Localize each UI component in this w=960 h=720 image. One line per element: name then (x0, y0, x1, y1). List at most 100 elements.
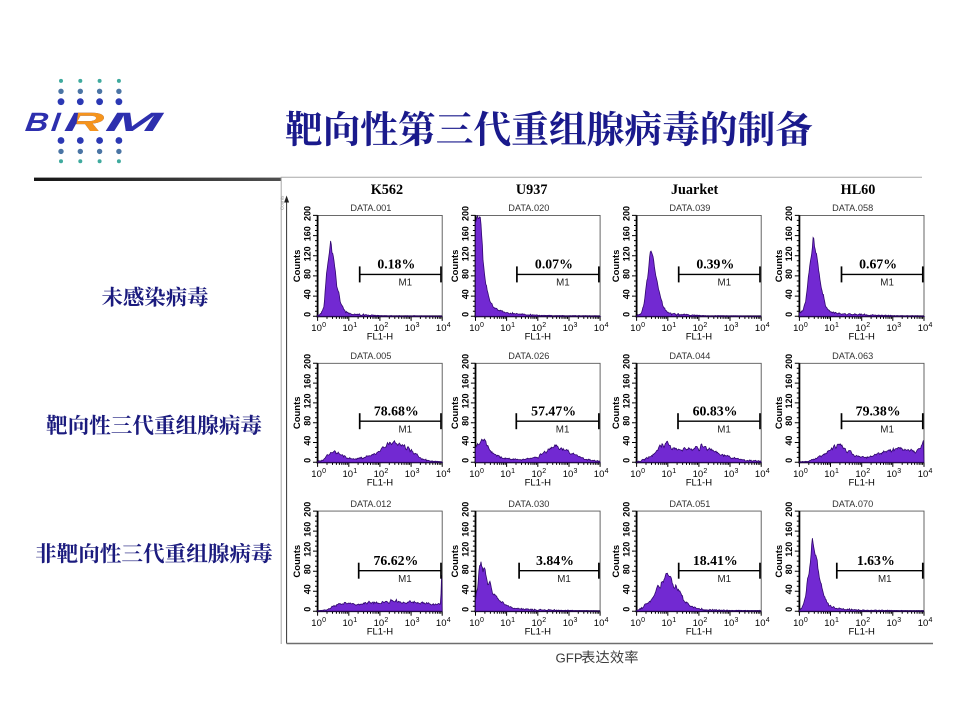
svg-text:2: 2 (542, 468, 546, 475)
svg-text:200: 200 (784, 354, 794, 369)
svg-text:80: 80 (302, 416, 312, 426)
svg-text:200: 200 (621, 206, 631, 221)
svg-text:10: 10 (693, 618, 704, 629)
svg-text:120: 120 (302, 246, 312, 261)
svg-text:10: 10 (311, 323, 322, 334)
svg-text:Counts: Counts (280, 195, 285, 210)
svg-text:0: 0 (302, 458, 312, 463)
svg-text:Counts: Counts (292, 396, 303, 429)
svg-text:10: 10 (662, 618, 673, 629)
svg-text:0: 0 (621, 458, 631, 463)
svg-text:57.47%: 57.47% (531, 403, 576, 418)
svg-text:18.41%: 18.41% (693, 553, 738, 568)
svg-text:60.83%: 60.83% (693, 403, 738, 418)
svg-text:0: 0 (460, 458, 470, 463)
svg-text:0.18%: 0.18% (377, 257, 415, 272)
svg-text:FL1-H: FL1-H (848, 332, 875, 343)
svg-text:10: 10 (311, 469, 322, 480)
svg-text:M1: M1 (717, 278, 731, 289)
svg-text:0: 0 (784, 312, 794, 317)
svg-text:M1: M1 (556, 278, 570, 289)
svg-text:FL1-H: FL1-H (525, 478, 552, 489)
svg-text:4: 4 (766, 617, 770, 624)
svg-text:3.84%: 3.84% (536, 553, 574, 568)
svg-text:4: 4 (766, 468, 770, 475)
svg-text:4: 4 (447, 617, 451, 624)
svg-text:3: 3 (735, 617, 739, 624)
svg-text:80: 80 (460, 416, 470, 426)
svg-text:0: 0 (480, 322, 484, 329)
svg-text:0: 0 (480, 617, 484, 624)
svg-text:80: 80 (302, 269, 312, 279)
svg-text:40: 40 (621, 584, 631, 594)
svg-text:160: 160 (302, 374, 312, 389)
svg-text:0: 0 (322, 617, 326, 624)
svg-text:0: 0 (460, 312, 470, 317)
svg-text:DATA.070: DATA.070 (832, 499, 873, 509)
svg-text:40: 40 (302, 289, 312, 299)
svg-text:2: 2 (384, 617, 388, 624)
svg-text:80: 80 (621, 416, 631, 426)
svg-text:160: 160 (460, 226, 470, 241)
svg-text:10: 10 (630, 469, 641, 480)
svg-text:10: 10 (755, 469, 766, 480)
svg-text:10: 10 (662, 469, 673, 480)
svg-text:120: 120 (784, 542, 794, 557)
svg-text:1: 1 (511, 617, 515, 624)
svg-text:0: 0 (302, 607, 312, 612)
svg-text:DATA.039: DATA.039 (669, 203, 710, 213)
svg-text:DATA.001: DATA.001 (350, 203, 391, 213)
svg-text:3: 3 (416, 468, 420, 475)
svg-text:10: 10 (855, 323, 866, 334)
svg-text:80: 80 (784, 564, 794, 574)
svg-text:10: 10 (824, 618, 835, 629)
svg-text:DATA.020: DATA.020 (508, 203, 549, 213)
svg-text:78.68%: 78.68% (374, 403, 419, 418)
svg-text:10: 10 (405, 618, 416, 629)
svg-text:200: 200 (621, 502, 631, 517)
svg-text:80: 80 (460, 269, 470, 279)
svg-text:79.38%: 79.38% (856, 403, 901, 418)
svg-text:2: 2 (866, 468, 870, 475)
svg-text:200: 200 (302, 354, 312, 369)
svg-text:10: 10 (374, 323, 385, 334)
svg-text:10: 10 (918, 618, 929, 629)
svg-text:120: 120 (460, 393, 470, 408)
svg-text:10: 10 (374, 618, 385, 629)
svg-text:10: 10 (824, 323, 835, 334)
svg-text:0: 0 (621, 607, 631, 612)
svg-text:M1: M1 (398, 425, 412, 436)
svg-text:80: 80 (621, 564, 631, 574)
svg-text:120: 120 (302, 542, 312, 557)
svg-text:M1: M1 (880, 425, 894, 436)
svg-text:4: 4 (605, 468, 609, 475)
svg-text:40: 40 (784, 584, 794, 594)
svg-text:10: 10 (469, 323, 480, 334)
svg-text:10: 10 (793, 323, 804, 334)
svg-text:2: 2 (384, 322, 388, 329)
svg-text:4: 4 (447, 322, 451, 329)
svg-text:2: 2 (703, 468, 707, 475)
svg-text:2: 2 (542, 322, 546, 329)
svg-text:2: 2 (542, 617, 546, 624)
svg-text:M1: M1 (717, 574, 731, 585)
svg-text:10: 10 (918, 323, 929, 334)
svg-text:1: 1 (672, 617, 676, 624)
svg-text:10: 10 (693, 469, 704, 480)
svg-text:10: 10 (500, 618, 511, 629)
svg-text:Counts: Counts (450, 250, 461, 283)
svg-text:0: 0 (641, 617, 645, 624)
svg-text:10: 10 (918, 469, 929, 480)
svg-text:M1: M1 (878, 574, 892, 585)
svg-text:4: 4 (766, 322, 770, 329)
svg-text:1: 1 (353, 617, 357, 624)
svg-text:B: B (24, 107, 51, 137)
svg-text:10: 10 (793, 618, 804, 629)
svg-text:U937: U937 (516, 182, 548, 198)
svg-text:40: 40 (784, 289, 794, 299)
svg-text:120: 120 (784, 393, 794, 408)
svg-text:160: 160 (621, 522, 631, 537)
svg-text:0: 0 (804, 322, 808, 329)
svg-text:120: 120 (621, 542, 631, 557)
svg-text:10: 10 (374, 469, 385, 480)
